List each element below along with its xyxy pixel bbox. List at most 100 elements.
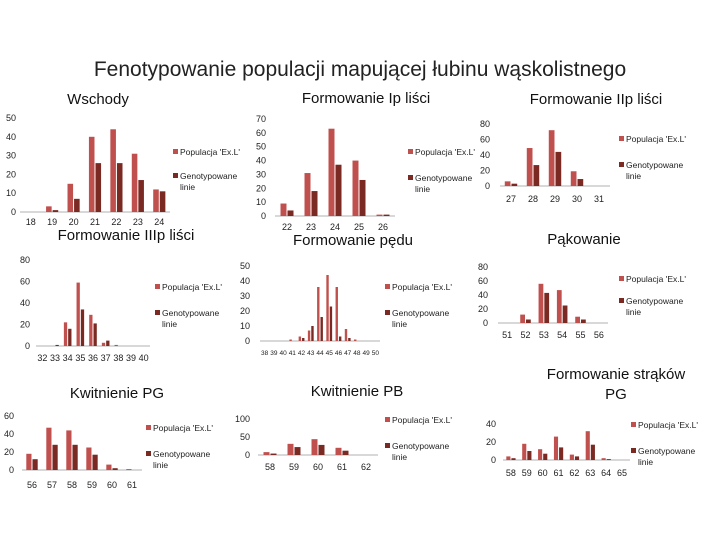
- bar-genotyped: [533, 165, 540, 186]
- bar-genotyped: [159, 191, 166, 212]
- x-tick-label: 19: [47, 217, 57, 227]
- x-tick-label: 60: [313, 462, 323, 472]
- bar-population: [354, 339, 357, 341]
- y-tick-label: 50: [240, 261, 250, 271]
- bar-population: [522, 443, 527, 460]
- legend-label-genotyped: Genotypowane: [415, 173, 472, 183]
- y-tick-label: 0: [483, 318, 488, 328]
- bar-population: [126, 469, 132, 470]
- y-tick-label: 40: [20, 298, 30, 308]
- x-tick-label: 30: [572, 194, 582, 204]
- legend-label-population: Populacja 'Ex.L': [153, 423, 213, 433]
- legend-swatch-population: [631, 422, 636, 427]
- chart-straki: Formowanie strąków PG 0 20 40 58 59 60 61 62 63 64 6…: [486, 366, 698, 478]
- x-tick-label: 18: [26, 217, 36, 227]
- y-tick-label: 20: [240, 306, 250, 316]
- y-tick-label: 80: [478, 262, 488, 272]
- x-tick-label: 38: [113, 353, 123, 363]
- bar-population: [88, 136, 95, 212]
- bar-population: [526, 148, 533, 186]
- bar-genotyped: [577, 179, 584, 186]
- y-tick-label: 40: [6, 132, 16, 142]
- bar-genotyped: [68, 328, 72, 346]
- bar-population: [131, 153, 138, 212]
- bar-genotyped: [55, 344, 59, 346]
- x-tick-label: 57: [47, 480, 57, 490]
- bar-population: [110, 129, 116, 212]
- bar-population: [601, 458, 606, 460]
- legend-label-population: Populacja 'Ex.L': [626, 274, 686, 284]
- bar-genotyped: [574, 456, 580, 460]
- page-title: Fenotypowanie populacji mapującej łubinu…: [93, 58, 627, 81]
- bar-population: [553, 436, 559, 460]
- legend-swatch-genotyped: [619, 162, 624, 167]
- bar-population: [569, 454, 574, 460]
- x-tick-label: 38: [261, 350, 269, 357]
- x-tick-label: 41: [289, 350, 297, 357]
- bar-population: [114, 344, 118, 346]
- legend-label-population: Populacja 'Ex.L': [180, 147, 240, 157]
- legend-label-genotyped: Genotypowane: [392, 441, 449, 451]
- bar-population: [153, 189, 159, 212]
- legend-swatch-genotyped: [385, 443, 390, 448]
- x-tick-label: 62: [569, 468, 579, 478]
- legend-swatch-genotyped: [631, 448, 636, 453]
- y-tick-label: 100: [235, 414, 250, 424]
- chart-title: Pąkowanie: [547, 231, 620, 248]
- legend-label-population: Populacja 'Ex.L': [392, 282, 452, 292]
- legend-swatch-population: [155, 284, 160, 289]
- bar-genotyped: [335, 164, 342, 216]
- y-tick-label: 60: [256, 128, 266, 138]
- bar-genotyped: [527, 451, 532, 460]
- x-tick-label: 37: [101, 353, 111, 363]
- legend-swatch-population: [385, 417, 390, 422]
- bar-population: [538, 283, 544, 323]
- legend-label-population: Populacja 'Ex.L': [415, 147, 475, 157]
- legend-label-population: Populacja 'Ex.L': [626, 134, 686, 144]
- x-tick-label: 53: [539, 330, 549, 340]
- legend-label-genotyped-cont: linie: [392, 319, 407, 329]
- bar-population: [298, 336, 302, 341]
- y-tick-label: 60: [4, 411, 14, 421]
- bar-population: [520, 314, 525, 323]
- legend-swatch-genotyped: [173, 173, 178, 178]
- x-tick-label: 24: [154, 217, 164, 227]
- bar-population: [289, 339, 292, 341]
- bar-genotyped: [318, 444, 325, 455]
- y-tick-label: 40: [256, 156, 266, 166]
- y-tick-label: 60: [478, 276, 488, 286]
- legend-label-genotyped: Genotypowane: [153, 449, 210, 459]
- x-tick-label: 58: [67, 480, 77, 490]
- legend-label-genotyped-cont: linie: [415, 184, 430, 194]
- x-tick-label: 56: [594, 330, 604, 340]
- chart-title: PG: [605, 386, 627, 403]
- chart-iiip: Formowanie IIIp liści 0 20 40 60 80 32 33 34 35 36…: [20, 227, 222, 363]
- bar-genotyped: [92, 454, 98, 470]
- legend-swatch-population: [385, 284, 390, 289]
- y-tick-label: 20: [486, 437, 496, 447]
- bar-population: [376, 214, 383, 216]
- chart-pakowanie: Pąkowanie 0 20 40 60 80 51 52 53 54 55 56 Populacja …: [478, 231, 686, 340]
- bar-population: [344, 329, 348, 341]
- x-tick-label: 59: [87, 480, 97, 490]
- bar-genotyped: [342, 450, 349, 455]
- legend-swatch-genotyped: [385, 310, 390, 315]
- chart-iip: Formowanie IIp liści 0 20 40 60 80 27 28 29 30 31 P…: [480, 91, 686, 204]
- chart-pb: Kwitnienie PB 0 50 100 58 59 60 61 62 Populacja '…: [235, 383, 452, 472]
- bar-genotyped: [320, 317, 323, 341]
- x-tick-label: 23: [133, 217, 143, 227]
- bar-population: [585, 431, 590, 460]
- bar-genotyped: [359, 179, 366, 216]
- x-tick-label: 42: [298, 350, 306, 357]
- chart-ip: Formowanie Ip liści 0 10 20 30 40 50 60 70 22 23 24…: [256, 90, 475, 232]
- bar-population: [504, 181, 511, 186]
- bar-genotyped: [511, 183, 518, 186]
- bar-genotyped: [559, 447, 564, 460]
- bar-population: [26, 453, 32, 470]
- bar-genotyped: [329, 306, 333, 341]
- x-tick-label: 50: [372, 350, 380, 357]
- bar-population: [335, 287, 338, 341]
- bar-population: [556, 290, 562, 323]
- x-tick-label: 60: [107, 480, 117, 490]
